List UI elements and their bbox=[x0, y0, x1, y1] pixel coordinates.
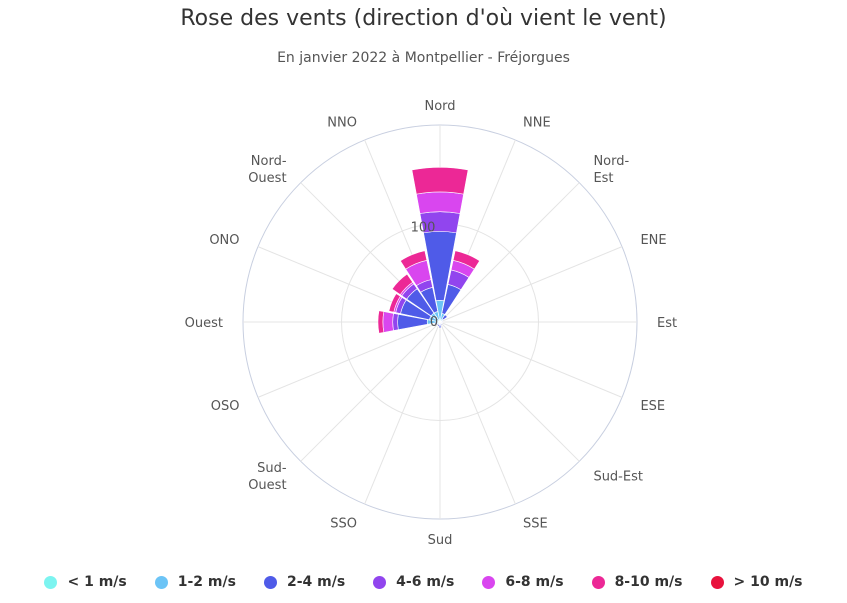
grid-spoke bbox=[439, 321, 516, 505]
legend-swatch bbox=[373, 575, 387, 589]
legend-swatch bbox=[591, 575, 605, 589]
legend-item[interactable]: 6-8 m/s bbox=[482, 574, 564, 590]
direction-label: OSO bbox=[211, 399, 240, 414]
legend-item[interactable]: 2-4 m/s bbox=[263, 574, 346, 590]
direction-label: NNO bbox=[327, 116, 357, 131]
radial-tick-label: 0 bbox=[430, 315, 438, 330]
rose-segment bbox=[388, 293, 401, 313]
rose-segment bbox=[377, 310, 385, 334]
rose-segment bbox=[382, 311, 394, 333]
legend-label: 8-10 m/s bbox=[614, 574, 683, 590]
grid-spoke bbox=[300, 321, 441, 462]
direction-label: SSE bbox=[523, 516, 548, 531]
direction-label: Sud bbox=[428, 533, 453, 548]
direction-label: Nord-Ouest bbox=[248, 154, 287, 186]
chart-title: Rose des vents (direction d'où vient le … bbox=[180, 6, 667, 31]
legend-swatch bbox=[44, 575, 58, 589]
legend-item[interactable]: 8-10 m/s bbox=[591, 574, 683, 590]
legend: < 1 m/s 1-2 m/s 2-4 m/s 4-6 m/s 6-8 m/s 8-10 … bbox=[0, 574, 847, 590]
wind-rose-chart: 0 100 Nord NNE Nord-Est ENE Est ESE Sud-Est SSE Su… bbox=[185, 99, 677, 548]
direction-label: Est bbox=[657, 316, 677, 331]
rose-segment bbox=[452, 250, 481, 270]
rose-segment bbox=[411, 167, 469, 195]
rose-segment bbox=[391, 273, 414, 296]
legend-label: 1-2 m/s bbox=[177, 574, 236, 590]
legend-label: 6-8 m/s bbox=[505, 574, 564, 590]
rose-segment bbox=[441, 314, 448, 321]
legend-swatch bbox=[710, 575, 724, 589]
legend-label: 4-6 m/s bbox=[396, 574, 455, 590]
legend-label: < 1 m/s bbox=[67, 574, 127, 590]
rose-segment bbox=[416, 191, 464, 214]
legend-swatch bbox=[154, 575, 168, 589]
legend-swatch bbox=[482, 575, 496, 589]
direction-label: Nord-Est bbox=[593, 154, 629, 186]
direction-label: NNE bbox=[523, 116, 551, 131]
legend-item[interactable]: < 1 m/s bbox=[44, 574, 127, 590]
legend-item[interactable]: 4-6 m/s bbox=[373, 574, 454, 590]
grid-spoke bbox=[439, 321, 623, 398]
legend-item[interactable]: > 10 m/s bbox=[710, 574, 803, 590]
legend-label: > 10 m/s bbox=[733, 574, 803, 590]
chart-subtitle: En janvier 2022 à Montpellier - Fréjorgu… bbox=[277, 50, 570, 66]
rose-segment bbox=[392, 313, 399, 331]
grid-spoke bbox=[439, 246, 623, 323]
direction-label: Sud-Est bbox=[593, 469, 643, 484]
direction-label: ONO bbox=[209, 233, 239, 248]
rose-segment bbox=[399, 250, 428, 270]
grid-spoke bbox=[364, 321, 441, 505]
direction-label: ESE bbox=[640, 399, 665, 414]
legend-swatch bbox=[263, 575, 277, 589]
grid-spoke bbox=[439, 321, 580, 462]
direction-label: Nord bbox=[424, 99, 455, 114]
direction-label: SSO bbox=[330, 516, 357, 531]
radial-tick-label: 100 bbox=[411, 221, 436, 236]
legend-label: 2-4 m/s bbox=[286, 574, 346, 590]
grid-spoke bbox=[439, 182, 580, 323]
legend-item[interactable]: 1-2 m/s bbox=[154, 574, 236, 590]
direction-label: ENE bbox=[640, 233, 666, 248]
grid-spoke bbox=[257, 321, 441, 398]
direction-label: Ouest bbox=[185, 316, 223, 331]
direction-label: Sud-Ouest bbox=[248, 461, 287, 493]
